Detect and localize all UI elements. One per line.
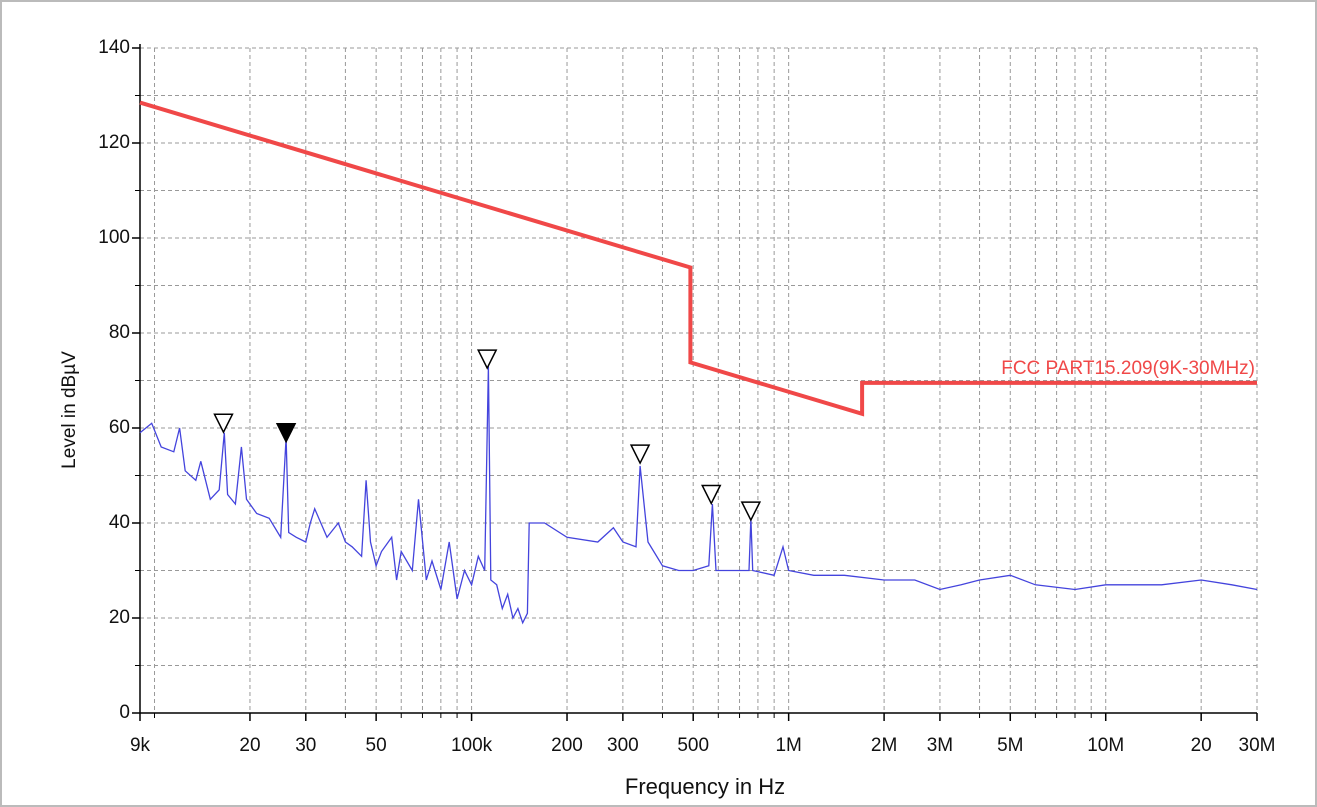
y-tick-label: 120 (98, 132, 130, 153)
x-axis-label: Frequency in Hz (625, 774, 785, 799)
y-tick-label: 0 (119, 702, 130, 723)
x-tick-label: 20 (1191, 735, 1212, 756)
x-tick-label: 30M (1239, 735, 1276, 756)
y-tick-label: 40 (109, 512, 130, 533)
x-tick-label: 9k (130, 735, 151, 756)
peak-marker (740, 501, 762, 522)
y-tick-label: 60 (109, 417, 130, 438)
peak-marker (275, 423, 297, 444)
peak-marker (476, 349, 498, 370)
x-tick-label: 10M (1087, 735, 1124, 756)
x-tick-label: 30 (295, 735, 316, 756)
y-tick-label: 80 (109, 322, 130, 343)
x-tick-label: 100k (451, 735, 493, 756)
x-tick-label: 300 (607, 735, 639, 756)
y-tick-label: 100 (98, 227, 130, 248)
x-tick-label: 3M (927, 735, 953, 756)
y-tick-label: 140 (98, 37, 130, 58)
y-axis-label: Level in dBµV (59, 351, 80, 469)
y-tick-label: 20 (109, 607, 130, 628)
legend-label: FCC PART15.209(9K-30MHz) (1001, 358, 1255, 379)
peak-marker (213, 413, 234, 434)
x-tick-label: 5M (997, 735, 1023, 756)
x-tick-label: 50 (366, 735, 387, 756)
x-tick-label: 200 (551, 735, 583, 756)
x-tick-label: 2M (871, 735, 897, 756)
limit-line (139, 100, 1257, 417)
x-tick-label: 1M (775, 735, 801, 756)
trace-line (139, 366, 1258, 625)
peak-marker (701, 484, 722, 506)
peak-marker (629, 444, 651, 465)
x-tick-label: 500 (677, 735, 709, 756)
x-tick-label: 20 (239, 735, 260, 756)
